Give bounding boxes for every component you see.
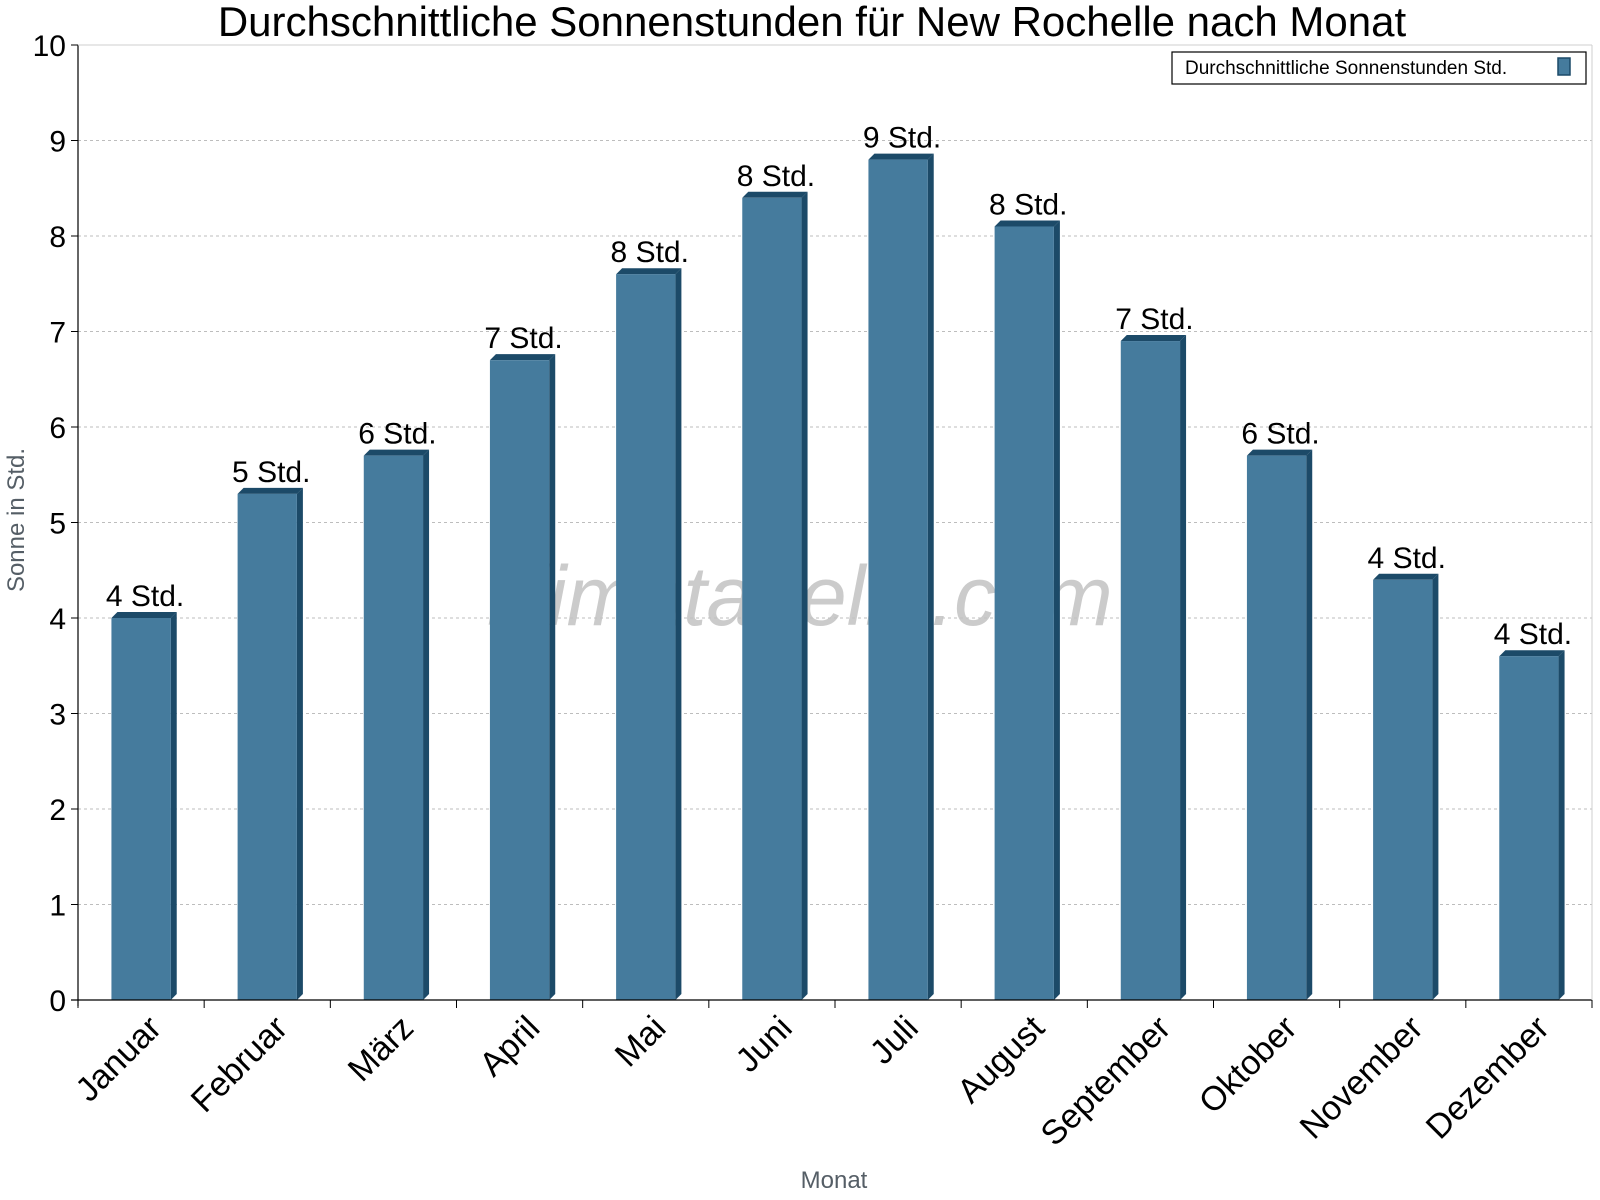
- data-label: 4 Std.: [106, 580, 184, 613]
- bar-side-face: [927, 153, 934, 1001]
- x-tick-label: Mai: [608, 1009, 674, 1075]
- bar: [363, 455, 424, 1000]
- bar-juli: 9 Std.: [863, 122, 941, 1001]
- bar-top-face: [616, 268, 682, 275]
- bars: 4 Std. 5 Std. 6 Std. 7 Std. 8 Std. 8 Std. 9 St…: [106, 122, 1572, 1001]
- bar-april: 7 Std.: [484, 322, 563, 1000]
- bar-side-face: [801, 191, 808, 1001]
- x-tick-label: März: [341, 1009, 421, 1089]
- bar: [111, 618, 171, 1000]
- x-tick-label: Oktober: [1192, 1009, 1304, 1121]
- bar-side-face: [296, 487, 303, 1001]
- bar: [1499, 656, 1559, 1000]
- bar-top-face: [237, 487, 303, 494]
- legend-swatch: [1557, 57, 1571, 76]
- bar: [489, 360, 550, 1000]
- legend-label: Durchschnittliche Sonnenstunden Std.: [1185, 58, 1507, 79]
- bar-mai: 8 Std.: [611, 236, 689, 1000]
- bar-top-face: [1120, 335, 1187, 342]
- y-tick-label: 6: [49, 412, 66, 445]
- bar-top-face: [111, 612, 177, 618]
- bar-side-face: [1432, 573, 1439, 1000]
- bar: [994, 226, 1054, 1000]
- data-label: 6 Std.: [1241, 418, 1319, 451]
- data-label: 8 Std.: [989, 188, 1067, 221]
- x-tick-label: Juli: [863, 1009, 926, 1072]
- bar: [1373, 579, 1433, 1000]
- data-label: 4 Std.: [1494, 618, 1572, 651]
- bar-august: 8 Std.: [989, 188, 1067, 1000]
- bar-top-face: [868, 153, 934, 160]
- bar-side-face: [675, 268, 682, 1000]
- bar-november: 4 Std.: [1368, 542, 1446, 1000]
- y-tick-label: 1: [49, 890, 66, 923]
- bar-märz: 6 Std.: [358, 418, 437, 1000]
- x-axis-ticks: Januar Februar März April Mai Juni Juli AugustS…: [68, 1000, 1593, 1153]
- bar-side-face: [170, 612, 177, 1000]
- axes: [71, 44, 1593, 1006]
- y-tick-label: 10: [33, 30, 66, 63]
- data-label: 8 Std.: [737, 160, 815, 193]
- bar-top-face: [1246, 449, 1313, 456]
- bar: [742, 197, 802, 1001]
- bar-top-face: [1499, 650, 1565, 657]
- bar-side-face: [549, 354, 556, 1000]
- bar: [237, 493, 297, 1000]
- legend: Durchschnittliche Sonnenstunden Std.: [1171, 51, 1587, 85]
- bar-oktober: 6 Std.: [1241, 418, 1320, 1000]
- x-tick-label: November: [1293, 1009, 1431, 1147]
- bar-top-face: [489, 354, 556, 361]
- y-tick-label: 8: [49, 221, 66, 254]
- bar-september: 7 Std.: [1115, 303, 1194, 1000]
- bar: [1120, 341, 1181, 1000]
- x-tick-label: Februar: [184, 1009, 295, 1120]
- bar-dezember: 4 Std.: [1494, 618, 1572, 1000]
- bar-februar: 5 Std.: [232, 456, 310, 1001]
- bar-side-face: [1306, 449, 1313, 1000]
- legend-box: [1171, 51, 1587, 85]
- data-label: 7 Std.: [484, 322, 562, 355]
- y-tick-label: 5: [49, 508, 66, 541]
- bar-side-face: [423, 449, 430, 1000]
- data-label: 9 Std.: [863, 122, 941, 155]
- y-tick-label: 9: [49, 126, 66, 159]
- x-tick-label: Januar: [68, 1009, 168, 1109]
- chart-title: Durchschnittliche Sonnenstunden für New …: [218, 0, 1407, 45]
- bar-top-face: [363, 449, 430, 456]
- bar-top-face: [994, 220, 1060, 227]
- bar-side-face: [1053, 220, 1060, 1000]
- bar-januar: 4 Std.: [106, 580, 184, 1000]
- data-label: 6 Std.: [358, 418, 436, 451]
- y-axis-ticks: 0 1 2 3 4 5 6 7 8 9 10: [33, 30, 78, 1018]
- bar: [1246, 455, 1307, 1000]
- x-tick-label: Juni: [729, 1009, 800, 1080]
- x-tick-label: August: [950, 1008, 1052, 1110]
- y-axis-label: Sonne in Std.: [3, 448, 30, 592]
- data-label: 7 Std.: [1115, 303, 1193, 336]
- x-tick-label: Dezember: [1419, 1009, 1557, 1147]
- x-tick-label: September: [1034, 1009, 1178, 1153]
- data-label: 8 Std.: [611, 236, 689, 269]
- data-label: 5 Std.: [232, 456, 310, 489]
- bar-juni: 8 Std.: [737, 160, 815, 1001]
- bar: [616, 274, 676, 1000]
- y-tick-label: 2: [49, 794, 66, 827]
- y-tick-label: 7: [49, 317, 66, 350]
- bar-side-face: [1558, 650, 1565, 1000]
- x-axis-label: Monat: [801, 1167, 868, 1194]
- bar-top-face: [1373, 573, 1439, 580]
- bar: [868, 159, 928, 1001]
- x-tick-label: April: [472, 1009, 547, 1084]
- data-label: 4 Std.: [1368, 542, 1446, 575]
- bar-top-face: [742, 191, 808, 198]
- y-tick-label: 4: [49, 603, 66, 636]
- bar-side-face: [1180, 335, 1187, 1000]
- y-tick-label: 0: [49, 985, 66, 1018]
- y-tick-label: 3: [49, 699, 66, 732]
